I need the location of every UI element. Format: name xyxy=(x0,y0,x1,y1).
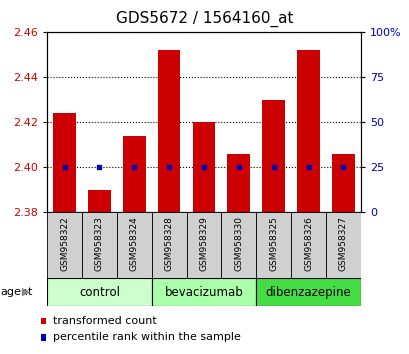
Bar xyxy=(53,113,76,212)
Text: percentile rank within the sample: percentile rank within the sample xyxy=(53,332,240,342)
Text: GSM958323: GSM958323 xyxy=(95,216,103,271)
Text: GSM958328: GSM958328 xyxy=(164,216,173,271)
Bar xyxy=(186,212,221,278)
Text: GSM958327: GSM958327 xyxy=(338,216,347,271)
Text: dibenzazepine: dibenzazepine xyxy=(265,286,351,298)
Text: GSM958325: GSM958325 xyxy=(269,216,277,271)
Bar xyxy=(47,212,82,278)
Text: GSM958322: GSM958322 xyxy=(60,216,69,271)
Bar xyxy=(256,212,290,278)
Text: GDS5672 / 1564160_at: GDS5672 / 1564160_at xyxy=(116,11,293,27)
Bar xyxy=(151,212,186,278)
Bar xyxy=(297,50,319,212)
Text: GSM958330: GSM958330 xyxy=(234,216,243,271)
Bar xyxy=(256,278,360,306)
Bar xyxy=(82,212,117,278)
Text: agent: agent xyxy=(1,287,33,297)
Bar xyxy=(157,50,180,212)
Bar xyxy=(331,154,354,212)
Bar xyxy=(192,122,215,212)
Bar xyxy=(151,278,256,306)
Bar xyxy=(117,212,151,278)
Text: control: control xyxy=(79,286,120,298)
Text: ▶: ▶ xyxy=(22,287,31,297)
Bar xyxy=(325,212,360,278)
Text: transformed count: transformed count xyxy=(53,316,157,326)
Bar xyxy=(123,136,145,212)
Text: bevacizumab: bevacizumab xyxy=(164,286,243,298)
Bar xyxy=(88,190,110,212)
Text: GSM958326: GSM958326 xyxy=(303,216,312,271)
Text: GSM958324: GSM958324 xyxy=(130,216,138,271)
Text: GSM958329: GSM958329 xyxy=(199,216,208,271)
Bar xyxy=(47,278,151,306)
Bar xyxy=(221,212,256,278)
Bar xyxy=(290,212,325,278)
Bar xyxy=(227,154,249,212)
Bar xyxy=(262,99,284,212)
